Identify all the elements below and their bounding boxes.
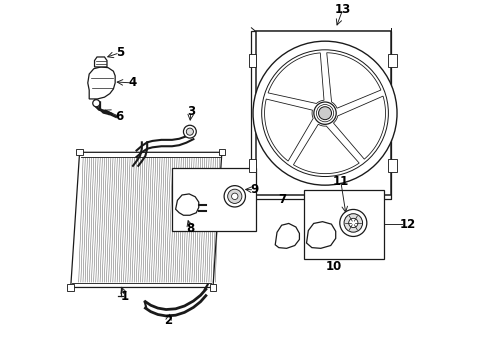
Polygon shape [268, 53, 324, 104]
Text: 4: 4 [129, 76, 137, 89]
Circle shape [224, 186, 245, 207]
Bar [172, 168, 256, 230]
Bar [210, 284, 216, 291]
Bar [219, 149, 225, 156]
Polygon shape [95, 57, 107, 67]
Circle shape [314, 102, 336, 124]
Polygon shape [327, 53, 381, 108]
Polygon shape [294, 124, 359, 174]
Text: 10: 10 [326, 260, 342, 273]
Bar [76, 149, 83, 156]
Bar [388, 159, 397, 172]
Text: 7: 7 [278, 193, 287, 206]
Circle shape [93, 100, 100, 107]
Polygon shape [307, 222, 336, 248]
Bar [68, 284, 74, 291]
Bar [304, 190, 384, 259]
Text: 3: 3 [187, 105, 195, 118]
Bar [248, 54, 256, 67]
Circle shape [349, 218, 358, 228]
Text: 6: 6 [116, 110, 124, 123]
Polygon shape [175, 194, 199, 215]
Text: 12: 12 [400, 218, 416, 231]
Circle shape [228, 189, 242, 203]
Bar [251, 31, 391, 199]
Bar [248, 159, 256, 172]
Polygon shape [275, 224, 299, 248]
Circle shape [253, 41, 397, 185]
Text: 11: 11 [333, 175, 349, 188]
Polygon shape [265, 99, 313, 161]
Text: 13: 13 [335, 3, 351, 16]
Text: 2: 2 [165, 314, 172, 327]
Polygon shape [88, 67, 115, 99]
Text: 1: 1 [121, 290, 129, 303]
Text: 8: 8 [187, 222, 195, 235]
Circle shape [344, 214, 363, 232]
Circle shape [183, 125, 196, 138]
Bar [388, 54, 397, 67]
Bar [256, 31, 391, 195]
Polygon shape [334, 96, 386, 159]
Circle shape [340, 210, 367, 237]
Circle shape [262, 50, 389, 176]
Circle shape [232, 193, 238, 199]
Circle shape [318, 107, 332, 120]
Text: 5: 5 [116, 46, 124, 59]
Circle shape [317, 104, 334, 122]
Circle shape [186, 128, 194, 135]
Text: 9: 9 [250, 183, 258, 197]
